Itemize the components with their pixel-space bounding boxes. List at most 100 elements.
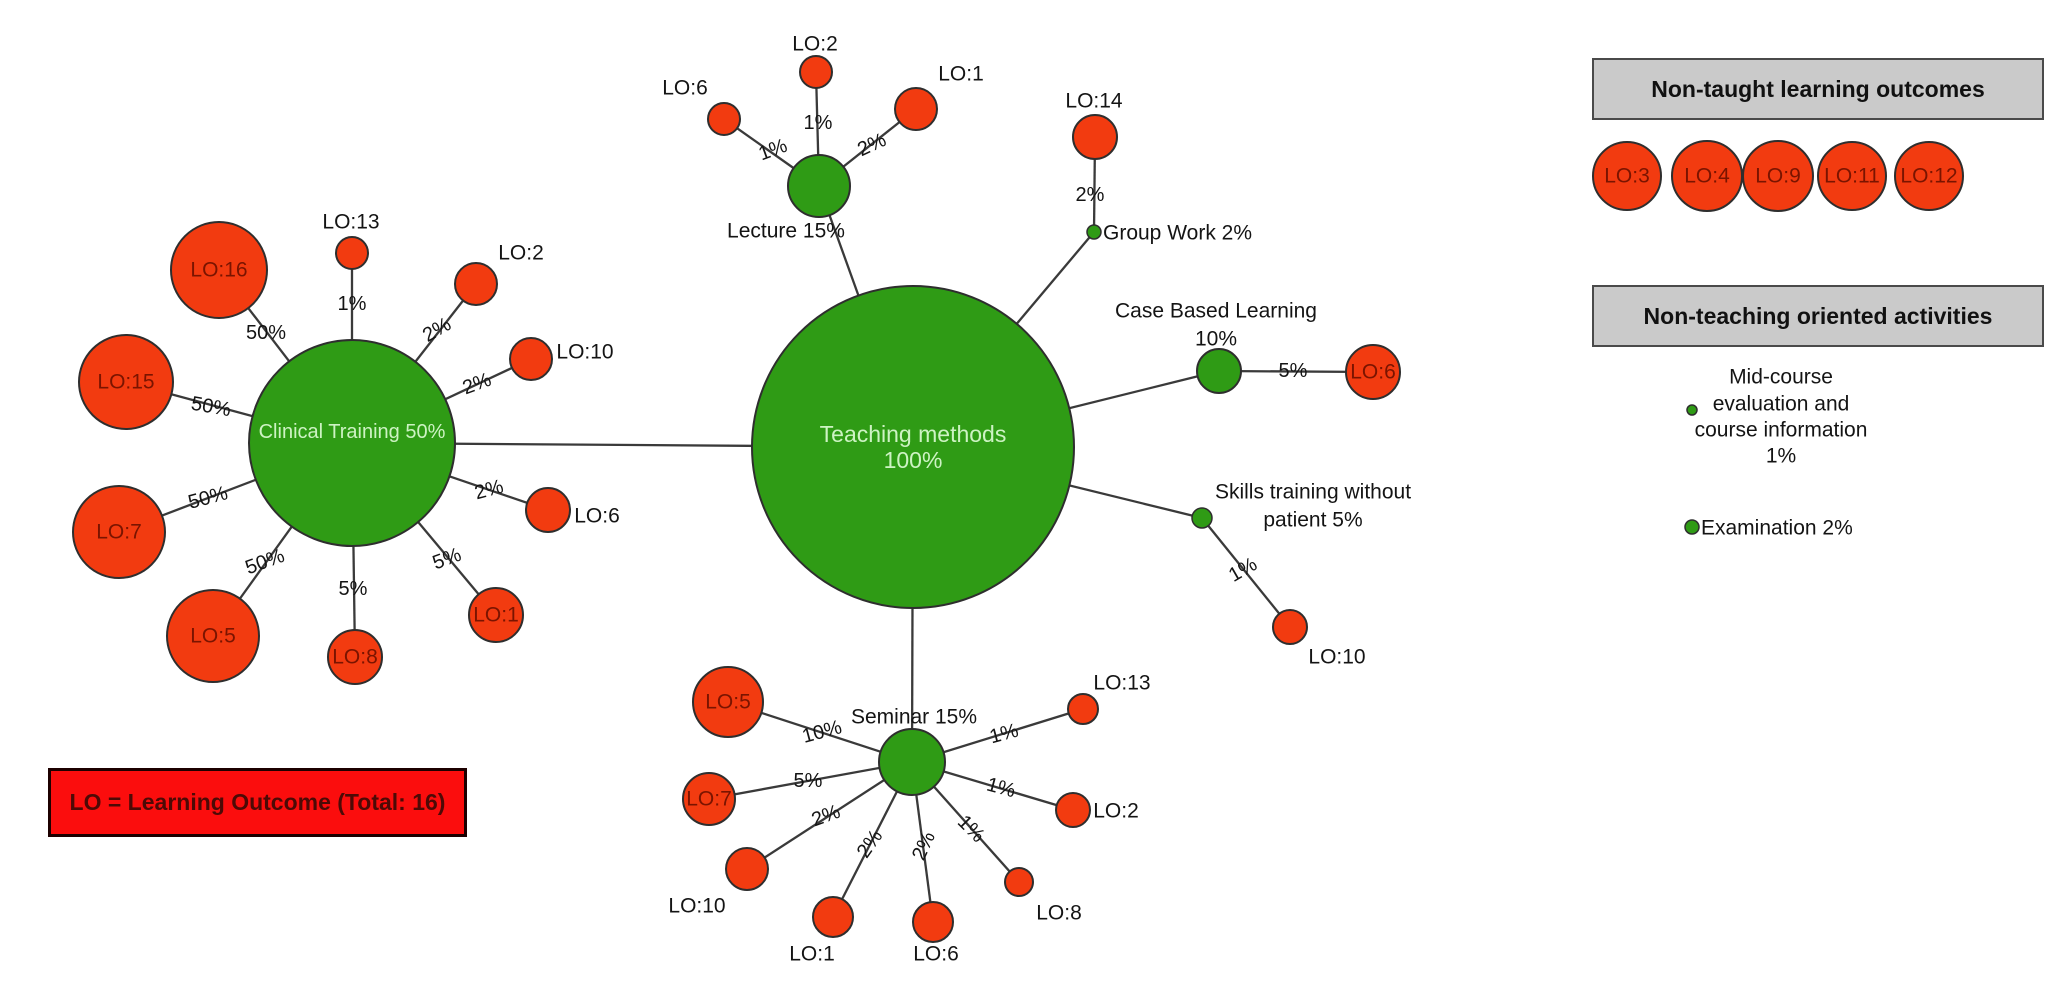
- node-se_lo6: [912, 901, 954, 943]
- label-skills-line-0: Skills training without: [1215, 481, 1411, 504]
- edge-label-seminar-se_lo2: 1%: [984, 774, 1018, 803]
- label-teaching: 100%: [884, 447, 943, 473]
- node-se_lo8: [1004, 867, 1034, 897]
- label-se_lo2: LO:2: [1093, 800, 1139, 823]
- node-l_lo6: [707, 102, 741, 136]
- label-se_lo8: LO:8: [1036, 902, 1082, 925]
- label-p_lo4: LO:4: [1684, 165, 1730, 188]
- node-a_mid: [1686, 404, 1698, 416]
- node-c_lo10: [509, 337, 553, 381]
- label-c_lo6: LO:6: [574, 505, 620, 528]
- node-l_lo2: [799, 55, 833, 89]
- label-seminar: Seminar 15%: [851, 706, 977, 729]
- non-teaching-activities-header: Non-teaching oriented activities: [1592, 285, 2044, 347]
- edge-label-seminar-se_lo13: 1%: [987, 720, 1021, 749]
- lo-legend-box: LO = Learning Outcome (Total: 16): [48, 768, 467, 837]
- node-c_lo5: [166, 589, 260, 683]
- label-c_lo15: LO:15: [97, 371, 154, 394]
- label-c_lo2: LO:2: [498, 242, 544, 265]
- node-p_lo3: [1592, 141, 1662, 211]
- edge-label-seminar-se_lo5: 10%: [800, 716, 845, 748]
- label-cb_lo6: LO:6: [1350, 361, 1396, 384]
- label-teaching: Teaching methods: [820, 421, 1007, 447]
- node-teaching: [751, 285, 1075, 609]
- label-p_lo12: LO:12: [1900, 165, 1957, 188]
- label-p_lo9: LO:9: [1755, 165, 1801, 188]
- label-casebased-line-0: Case Based Learning: [1115, 300, 1317, 323]
- label-a_mid-line-2: course information: [1695, 419, 1868, 442]
- non-teaching-activities-title: Non-teaching oriented activities: [1643, 302, 1993, 329]
- node-p_lo11: [1817, 141, 1887, 211]
- edge-label-clinical-c_lo5: 50%: [242, 545, 287, 579]
- node-casebased: [1196, 348, 1242, 394]
- label-c_lo5: LO:5: [190, 625, 236, 648]
- label-c_lo1: LO:1: [473, 604, 519, 627]
- edge-label-lecture-l_lo2: 1%: [804, 112, 833, 134]
- node-c_lo8: [327, 629, 383, 685]
- edge-label-seminar-se_lo1: 2%: [853, 826, 888, 862]
- edge-skills-s_lo10: [1201, 517, 1291, 628]
- label-c_lo10: LO:10: [556, 341, 613, 364]
- node-l_lo1: [894, 87, 938, 131]
- node-clinical: [248, 339, 456, 547]
- label-skills-line-1: patient 5%: [1263, 509, 1362, 532]
- label-se_lo10: LO:10: [668, 895, 725, 918]
- edge-label-clinical-c_lo13: 1%: [338, 293, 367, 315]
- label-p_lo3: LO:3: [1604, 165, 1650, 188]
- node-c_lo7: [72, 485, 166, 579]
- edge-label-groupwork-g_lo14: 2%: [1076, 184, 1105, 206]
- edge-label-seminar-se_lo10: 2%: [809, 801, 844, 832]
- edge-label-casebased-cb_lo6: 5%: [1279, 360, 1308, 382]
- label-casebased-line-1: 10%: [1195, 328, 1237, 351]
- label-p_lo11: LO:11: [1824, 165, 1880, 188]
- label-se_lo13: LO:13: [1093, 672, 1150, 695]
- label-a_mid-line-3: 1%: [1766, 445, 1796, 468]
- edge-label-clinical-c_lo15: 50%: [189, 393, 232, 422]
- node-se_lo1: [812, 896, 854, 938]
- label-c_lo7: LO:7: [96, 521, 142, 544]
- label-se_lo1: LO:1: [789, 943, 835, 966]
- node-s_lo10: [1272, 609, 1308, 645]
- node-se_lo7: [682, 772, 736, 826]
- lo-legend-text: LO = Learning Outcome (Total: 16): [69, 789, 446, 815]
- edge-label-lecture-l_lo6: 1%: [756, 135, 791, 166]
- non-taught-outcomes-header: Non-taught learning outcomes: [1592, 58, 2044, 120]
- edge-seminar-se_lo7: [708, 760, 913, 801]
- label-s_lo10: LO:10: [1308, 646, 1365, 669]
- node-se_lo10: [725, 847, 769, 891]
- node-g_lo14: [1072, 114, 1118, 160]
- node-c_lo16: [170, 221, 268, 319]
- label-groupwork: Group Work 2%: [1103, 222, 1252, 245]
- node-c_lo15: [78, 334, 174, 430]
- label-se_lo7: LO:7: [686, 788, 732, 811]
- node-c_lo6: [525, 487, 571, 533]
- node-cb_lo6: [1345, 344, 1401, 400]
- label-c_lo16: LO:16: [190, 259, 247, 282]
- label-a_mid-line-0: Mid-course: [1729, 366, 1833, 389]
- node-c_lo1: [468, 587, 524, 643]
- node-c_lo13: [335, 236, 369, 270]
- node-se_lo5: [692, 666, 764, 738]
- label-l_lo6: LO:6: [662, 77, 708, 100]
- node-se_lo2: [1055, 792, 1091, 828]
- label-g_lo14: LO:14: [1065, 90, 1123, 113]
- edge-label-clinical-c_lo10: 2%: [460, 369, 495, 400]
- label-clinical: Clinical Training 50%: [259, 421, 446, 443]
- node-lecture: [787, 154, 851, 218]
- node-p_lo9: [1742, 140, 1814, 212]
- node-groupwork: [1086, 224, 1102, 240]
- label-se_lo5: LO:5: [705, 691, 751, 714]
- node-se_lo13: [1067, 693, 1099, 725]
- edge-label-clinical-c_lo16: 50%: [246, 322, 286, 344]
- node-a_exam: [1684, 519, 1700, 535]
- label-a_mid-line-1: evaluation and: [1713, 393, 1850, 416]
- label-l_lo1: LO:1: [938, 63, 984, 86]
- node-seminar: [878, 728, 946, 796]
- node-p_lo12: [1894, 141, 1964, 211]
- non-taught-outcomes-title: Non-taught learning outcomes: [1651, 75, 1985, 102]
- edge-label-clinical-c_lo6: 2%: [472, 476, 506, 505]
- edge-label-clinical-c_lo8: 5%: [339, 578, 368, 600]
- label-l_lo2: LO:2: [792, 33, 838, 56]
